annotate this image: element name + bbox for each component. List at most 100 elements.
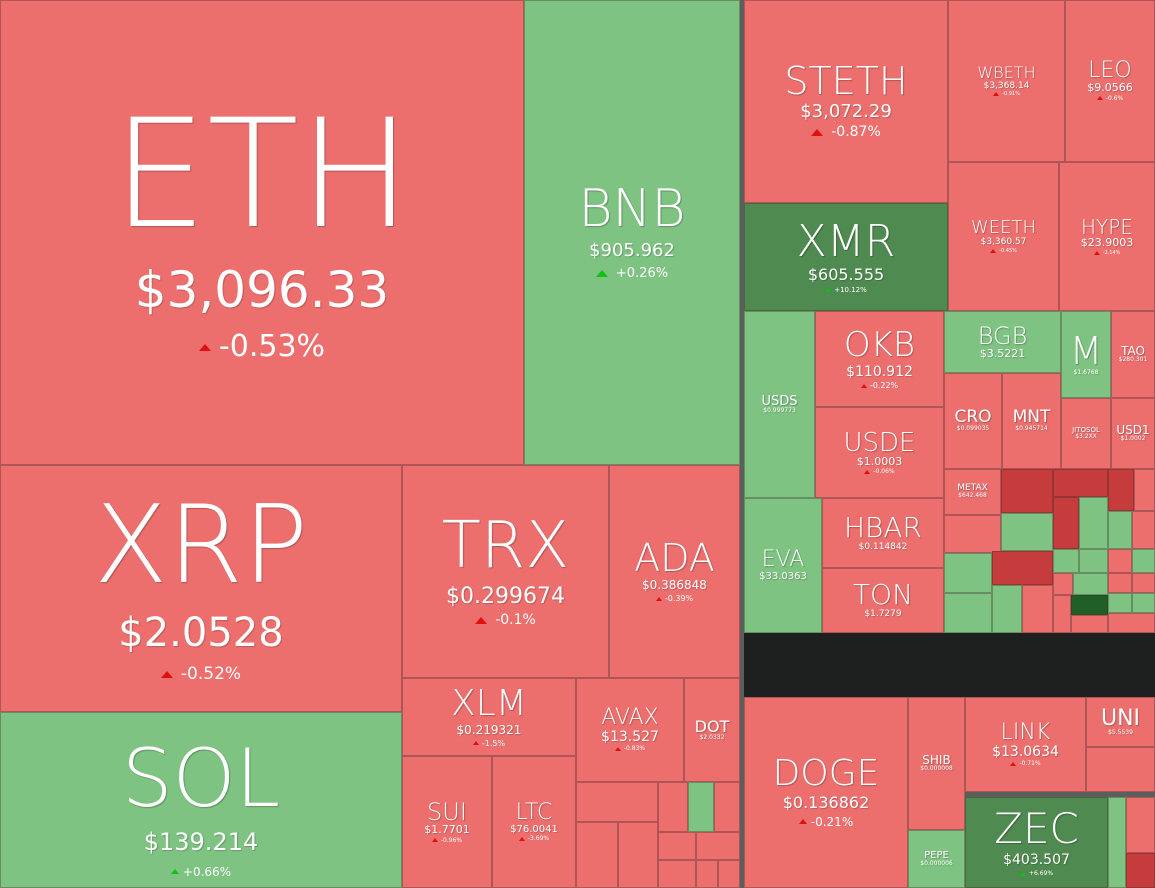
tile-symbol: BGB	[977, 321, 1028, 350]
tile-eth[interactable]: ETH $3,096.33 -0.53%	[0, 0, 524, 465]
tile-small[interactable]	[1132, 593, 1155, 613]
tile-small[interactable]	[1108, 593, 1132, 613]
tile-xrp[interactable]: XRP $2.0528 -0.52%	[0, 465, 402, 712]
tile-bnb[interactable]: BNB $905.962 +0.26%	[524, 0, 740, 465]
tile-sui[interactable]: SUI $1.7701 -0.96%	[402, 756, 492, 888]
tile-trx[interactable]: TRX $0.299674 -0.1%	[402, 465, 609, 678]
triangle-down-icon	[475, 617, 488, 625]
tile-leo[interactable]: LEO $9.0566 -0.6%	[1065, 0, 1155, 162]
tile-price: $33.0363	[759, 570, 807, 582]
tile-change: -0.87%	[811, 124, 881, 141]
tile-small[interactable]	[1108, 549, 1132, 573]
tile-steth[interactable]: STETH $3,072.29 -0.87%	[744, 0, 948, 203]
tile-small[interactable]	[1108, 511, 1132, 549]
tile-bgb[interactable]: BGB $3.5221	[944, 311, 1061, 373]
tile-price: $0.386848	[642, 578, 707, 593]
tile-xmr[interactable]: XMR $605.555 +10.12%	[744, 203, 948, 311]
tile-price: $280.301	[1118, 356, 1148, 364]
tile-tao[interactable]: TAO $280.301	[1111, 311, 1155, 398]
tile-small[interactable]	[1086, 747, 1155, 792]
tile-hype[interactable]: HYPE $23.9003 -2.14%	[1059, 162, 1155, 311]
tile-small[interactable]	[1108, 613, 1155, 633]
tile-price: $1.6768	[1073, 369, 1099, 377]
tile-pepe[interactable]: PEPE $0.000006	[908, 830, 965, 888]
tile-small[interactable]	[1073, 573, 1108, 595]
tile-small[interactable]	[576, 822, 618, 888]
tile-price: $13.527	[601, 729, 659, 746]
tile-small[interactable]	[1053, 573, 1073, 595]
tile-small[interactable]	[1053, 497, 1079, 549]
tile-small[interactable]	[618, 822, 658, 888]
tile-symbol: WEETH	[970, 217, 1037, 239]
triangle-down-icon	[472, 741, 479, 746]
triangle-down-icon	[990, 248, 997, 253]
tile-mnt[interactable]: MNT $0.945714	[1002, 373, 1061, 469]
tile-small[interactable]	[718, 860, 740, 888]
tile-small[interactable]	[1108, 573, 1132, 593]
tile-small[interactable]	[1079, 497, 1108, 549]
tile-shib[interactable]: SHIB $0.000008	[908, 697, 965, 830]
tile-symbol: CRO	[954, 407, 992, 428]
tile-zec[interactable]: ZEC $403.507 +6.69%	[965, 797, 1108, 888]
tile-price: $605.555	[807, 264, 885, 284]
tile-small[interactable]	[696, 832, 740, 860]
tile-jitosol[interactable]: JITOSOL $3.2XX	[1061, 398, 1111, 469]
tile-avax[interactable]: AVAX $13.527 -0.83%	[576, 678, 684, 782]
tile-xlm[interactable]: XLM $0.219321 -1.5%	[402, 678, 576, 756]
tile-symbol: ETH	[112, 87, 412, 262]
tile-small[interactable]	[944, 553, 992, 593]
tile-small[interactable]	[1108, 469, 1134, 511]
tile-eva[interactable]: EVA $33.0363	[744, 498, 822, 633]
tile-uni[interactable]: UNI $5.5539	[1086, 697, 1155, 747]
tile-symbol: LTC	[515, 799, 553, 825]
tile-cro[interactable]: CRO $0.099035	[944, 373, 1002, 469]
tile-small[interactable]	[1071, 595, 1108, 615]
tile-small[interactable]	[1132, 549, 1155, 573]
tile-small[interactable]	[714, 782, 740, 832]
tile-doge[interactable]: DOGE $0.136862 -0.21%	[744, 697, 908, 888]
tile-metax[interactable]: METAX $642.468	[944, 469, 1001, 515]
tile-small[interactable]	[1134, 469, 1155, 511]
tile-change: -0.22%	[860, 381, 898, 391]
tile-small[interactable]	[1001, 469, 1053, 513]
tile-small[interactable]	[1126, 797, 1155, 853]
tile-small[interactable]	[1108, 797, 1126, 888]
tile-small[interactable]	[1022, 585, 1053, 633]
tile-small[interactable]	[1071, 615, 1108, 633]
tile-small[interactable]	[1132, 573, 1155, 593]
tile-small[interactable]	[992, 551, 1053, 585]
tile-wbeth[interactable]: WBETH $3,368.14 -0.91%	[948, 0, 1065, 162]
tile-small[interactable]	[1132, 511, 1155, 549]
tile-hbar[interactable]: HBAR $0.114842	[822, 498, 944, 568]
tile-change: -0.71%	[1010, 760, 1041, 767]
tile-m[interactable]: M $1.6768	[1061, 311, 1111, 398]
tile-dot[interactable]: DOT $2.0332	[684, 678, 740, 782]
tile-ada[interactable]: ADA $0.386848 -0.39%	[609, 465, 740, 678]
tile-small[interactable]	[944, 515, 1001, 553]
tile-usd1[interactable]: USD1 $1.0002	[1111, 398, 1155, 469]
tile-small[interactable]	[696, 860, 718, 888]
tile-small[interactable]	[1001, 513, 1053, 551]
tile-link[interactable]: LINK $13.0634 -0.71%	[965, 697, 1086, 792]
tile-small[interactable]	[1053, 549, 1079, 573]
tile-small[interactable]	[658, 782, 688, 832]
tile-small[interactable]	[688, 782, 714, 832]
tile-usds[interactable]: USDS $0.999773	[744, 311, 815, 498]
tile-weeth[interactable]: WEETH $3,360.57 -0.45%	[948, 162, 1059, 311]
tile-small[interactable]	[1053, 469, 1108, 497]
tile-small[interactable]	[1126, 853, 1155, 888]
tile-sol[interactable]: SOL $139.214 +0.66%	[0, 712, 402, 888]
tile-price: $1.7701	[424, 823, 470, 837]
tile-usde[interactable]: USDE $1.0003 -0.06%	[815, 407, 944, 498]
tile-small[interactable]	[658, 860, 696, 888]
tile-ton[interactable]: TON $1.7279	[822, 568, 944, 633]
tile-small[interactable]	[992, 585, 1022, 633]
tile-small[interactable]	[1079, 549, 1108, 573]
tile-price: $0.000006	[920, 859, 953, 867]
tile-ltc[interactable]: LTC $76.0041 -3.69%	[492, 756, 576, 888]
tile-small[interactable]	[576, 782, 658, 822]
tile-small[interactable]	[1053, 595, 1071, 633]
tile-small[interactable]	[658, 832, 696, 860]
tile-small[interactable]	[944, 593, 992, 633]
tile-okb[interactable]: OKB $110.912 -0.22%	[815, 311, 944, 407]
